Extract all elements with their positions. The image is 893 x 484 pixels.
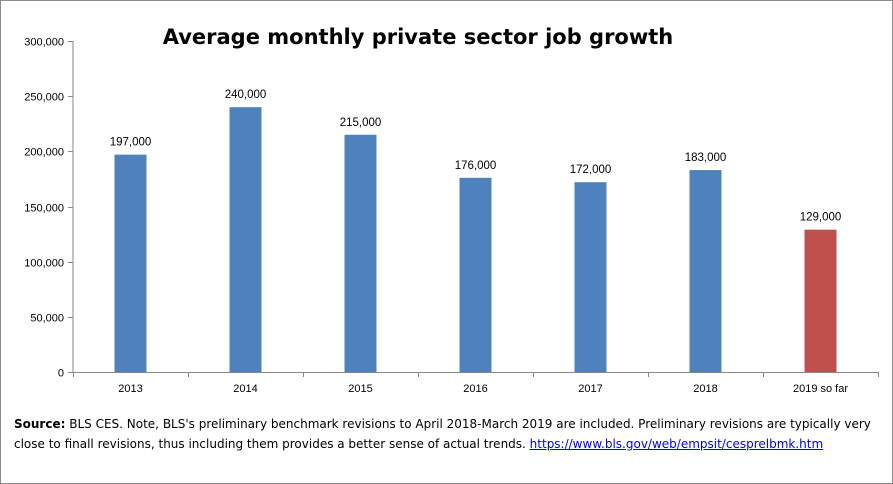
- bar-2018: [689, 170, 722, 372]
- source-label: Source:: [14, 417, 66, 431]
- data-label: 176,000: [455, 160, 497, 172]
- bar-2013: [114, 154, 147, 372]
- y-tick-label: 300,000: [24, 37, 64, 49]
- bar-2014: [229, 107, 262, 372]
- y-tick-label: 100,000: [24, 258, 64, 270]
- chart-title: Average monthly private sector job growt…: [163, 25, 674, 49]
- data-labels: 197,000 240,000 215,000 176,000 172,000 183,0…: [110, 89, 842, 223]
- data-label: 129,000: [800, 212, 842, 224]
- y-tick-label: 0: [58, 368, 64, 380]
- x-tick-label: 2016: [463, 383, 487, 395]
- y-axis: 0 50,000 100,000 150,000 200,000 250,000 300,0…: [24, 37, 74, 380]
- x-tick-label: 2015: [348, 383, 372, 395]
- data-label: 172,000: [570, 164, 612, 176]
- data-label: 215,000: [340, 117, 382, 129]
- y-tick-label: 250,000: [24, 92, 64, 104]
- bar-2016: [459, 177, 492, 372]
- x-tick-label: 2017: [578, 383, 602, 395]
- source-link[interactable]: https://www.bls.gov/web/empsit/cesprelbm…: [529, 437, 824, 451]
- source-text: BLS CES. Note, BLS's preliminary benchma…: [14, 417, 871, 451]
- x-tick-label: 2013: [118, 383, 142, 395]
- bars: [114, 107, 837, 372]
- bar-2019-so-far: [804, 229, 837, 372]
- x-tick-label: 2019 so far: [793, 383, 848, 395]
- source-note: Source: BLS CES. Note, BLS's preliminary…: [14, 414, 879, 454]
- data-label: 197,000: [110, 137, 152, 149]
- x-tick-label: 2018: [693, 383, 717, 395]
- y-tick-label: 50,000: [30, 313, 64, 325]
- y-tick-label: 200,000: [24, 147, 64, 159]
- data-label: 240,000: [225, 89, 267, 101]
- x-tick-label: 2014: [233, 383, 257, 395]
- bar-2015: [344, 134, 377, 372]
- bar-2017: [574, 182, 607, 372]
- x-axis: 2013 2014 2015 2016 2017 2018 2019 so far: [73, 372, 879, 395]
- y-tick-label: 150,000: [24, 203, 64, 215]
- data-label: 183,000: [685, 152, 727, 164]
